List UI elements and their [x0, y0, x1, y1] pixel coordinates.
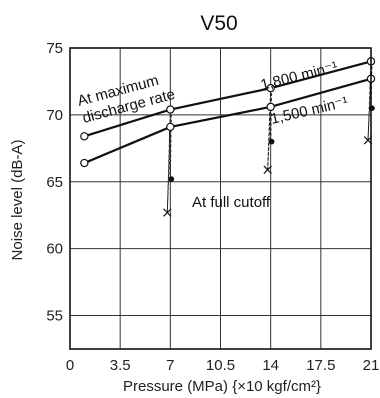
cutoff-drop-lines: [166, 61, 373, 213]
drop-line: [168, 126, 171, 180]
point-1500: [166, 122, 175, 132]
x-tick-label: 7: [166, 357, 174, 374]
drop-line: [370, 61, 373, 109]
y-axis-ticks: 55 60 65 70 75: [46, 40, 63, 325]
x-tick-label: 17.5: [306, 357, 335, 374]
full-cutoff-annotation: At full cutoff: [192, 194, 271, 211]
series-line-1500: [83, 77, 372, 165]
x-tick-label: 21: [363, 357, 380, 374]
drop-line: [270, 88, 273, 142]
series-label-1500: 1,500 min⁻¹: [269, 94, 350, 128]
drop-line: [269, 106, 272, 142]
y-tick-label: 55: [46, 308, 63, 325]
series-line-1800: [84, 60, 372, 138]
point-cutoff-cross: [163, 208, 172, 217]
x-tick-label: 10.5: [206, 357, 235, 374]
point-cutoff-dot: [168, 176, 175, 182]
point-1800: [266, 83, 275, 93]
point-cutoff-dot: [369, 105, 375, 111]
point-1800: [80, 132, 89, 141]
series-lines: [83, 60, 372, 165]
y-tick-label: 65: [46, 174, 63, 191]
x-tick-label: 3.5: [110, 357, 131, 374]
point-1800: [166, 105, 175, 114]
x-axis-ticks: 0 3.5 7 10.5 14 17.5 21: [66, 357, 380, 374]
y-axis-label: Noise level (dB-A): [9, 140, 26, 261]
plot-frame: [69, 47, 372, 350]
drop-line: [166, 126, 171, 213]
drop-line: [367, 61, 372, 141]
x-tick-label: 0: [66, 357, 74, 374]
point-1500: [266, 102, 275, 112]
y-tick-label: 60: [46, 241, 63, 258]
x-axis-label: Pressure (MPa) {×10 kgf/cm²}: [123, 378, 321, 395]
chart-title: V50: [200, 12, 237, 35]
x-tick-label: 14: [262, 357, 279, 374]
point-1500: [80, 158, 89, 168]
point-cutoff-dot: [268, 138, 275, 145]
y-tick-label: 75: [46, 40, 63, 57]
point-cutoff-cross: [263, 165, 272, 174]
y-tick-label: 70: [46, 107, 63, 124]
